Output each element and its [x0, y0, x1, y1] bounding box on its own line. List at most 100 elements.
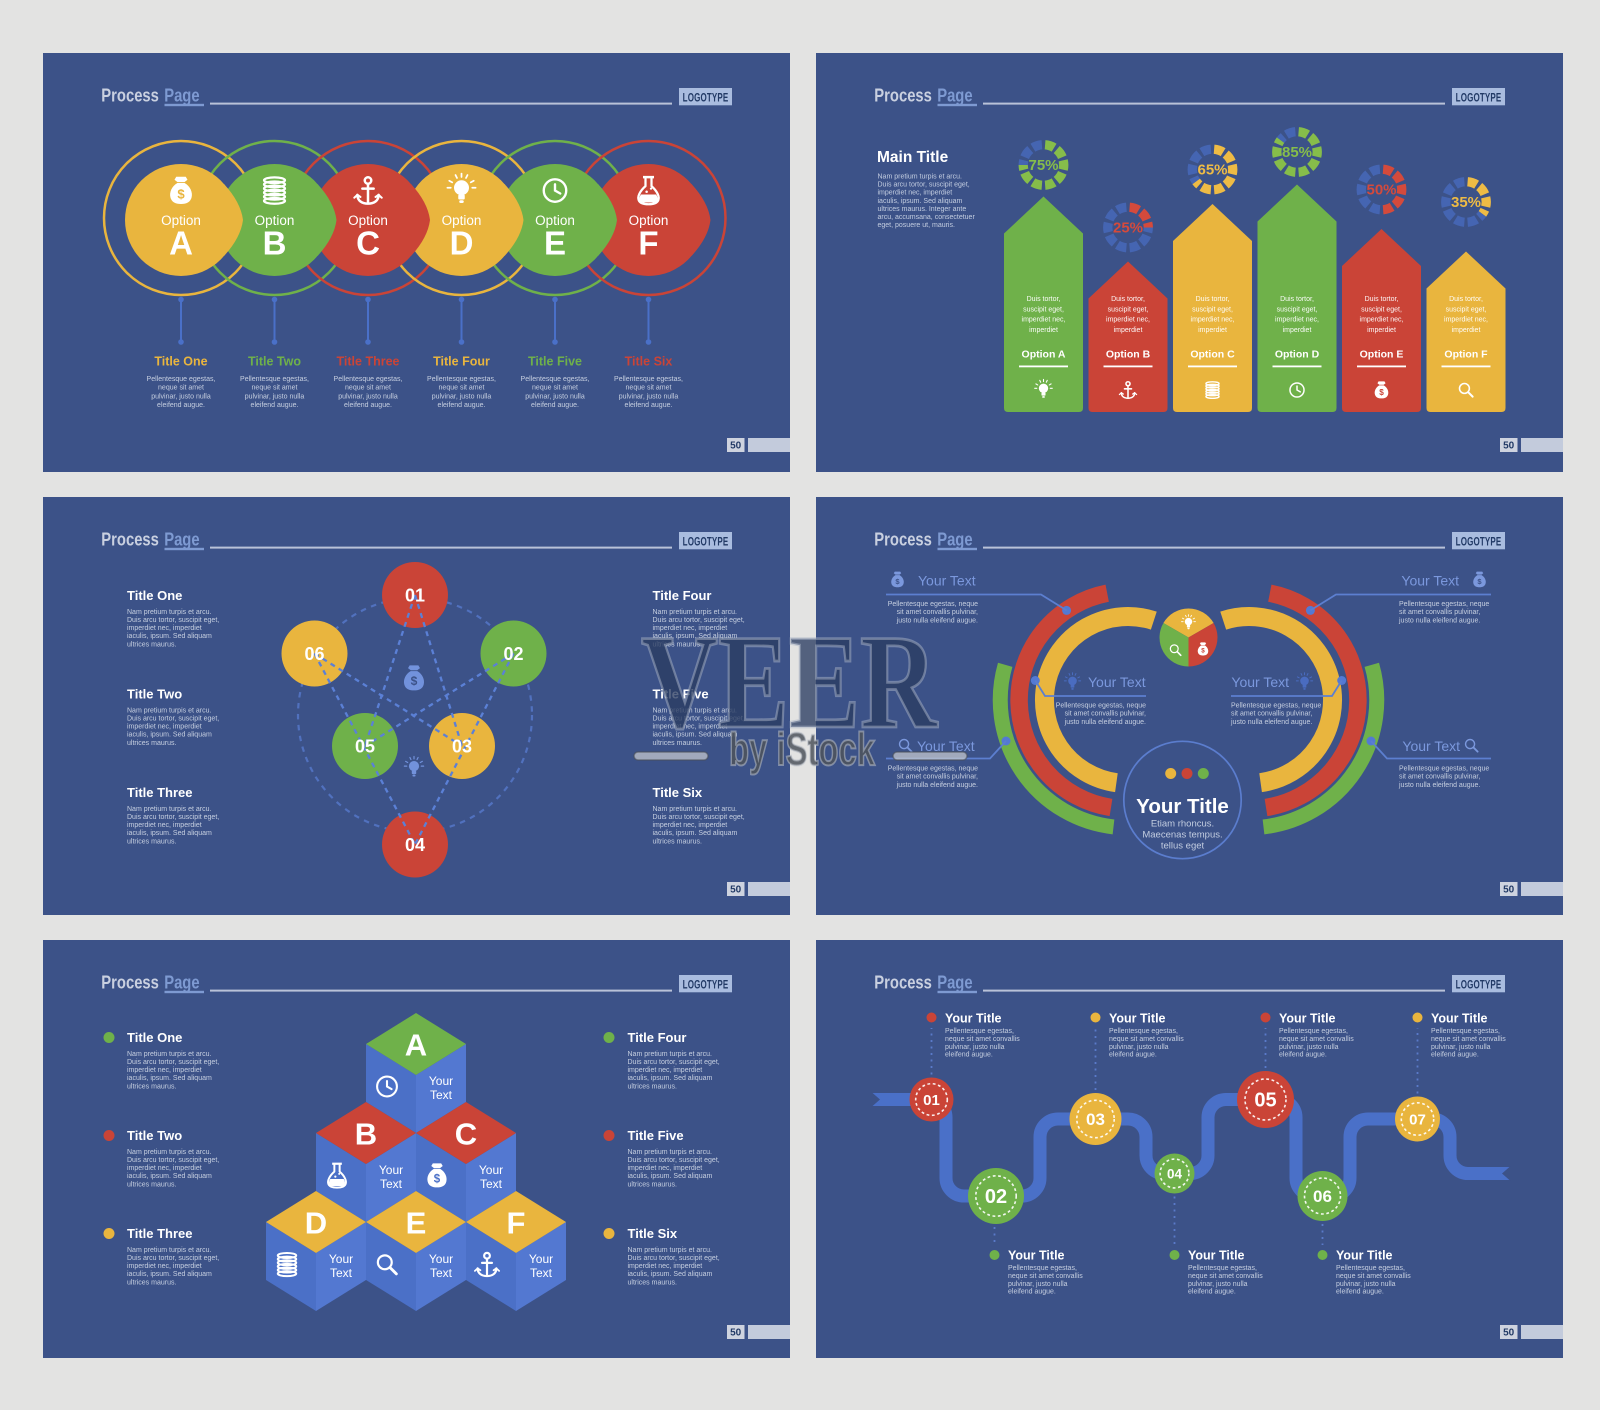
svg-text:Nam pretium turpis et arcu.: Nam pretium turpis et arcu. — [653, 609, 737, 616]
svg-text:Title Three: Title Three — [337, 355, 400, 369]
svg-text:02: 02 — [985, 1186, 1007, 1208]
svg-text:iaculis, ipsum. Sed aliquam: iaculis, ipsum. Sed aliquam — [628, 1271, 713, 1278]
svg-text:LOGOTYPE: LOGOTYPE — [683, 979, 729, 992]
svg-text:Pellentesque egestas,: Pellentesque egestas, — [427, 376, 496, 383]
svg-text:pulvinar, justo nulla: pulvinar, justo nulla — [1336, 1281, 1396, 1288]
svg-text:Process: Process — [101, 529, 159, 550]
svg-text:iaculis, ipsum. Sed aliquam: iaculis, ipsum. Sed aliquam — [878, 198, 963, 205]
svg-text:imperdiet nec,: imperdiet nec, — [1444, 317, 1488, 324]
svg-text:imperdiet: imperdiet — [1283, 327, 1312, 334]
svg-text:ultrices maurus.: ultrices maurus. — [127, 1279, 176, 1286]
svg-text:Title One: Title One — [127, 1030, 182, 1045]
svg-text:neque sit amet: neque sit amet — [158, 385, 204, 392]
svg-text:ultrices maurus.: ultrices maurus. — [653, 838, 702, 845]
svg-text:Duis tortor,: Duis tortor, — [1280, 296, 1314, 303]
svg-text:imperdiet: imperdiet — [1198, 327, 1227, 334]
svg-text:pulvinar, justo nulla: pulvinar, justo nulla — [525, 393, 585, 400]
svg-text:neque sit amet convallis: neque sit amet convallis — [1109, 1036, 1184, 1043]
svg-text:imperdiet: imperdiet — [1114, 327, 1143, 334]
svg-text:pulvinar, justo nulla: pulvinar, justo nulla — [945, 1044, 1005, 1051]
svg-text:Pellentesque egestas,: Pellentesque egestas, — [521, 376, 590, 383]
svg-text:Your Text: Your Text — [918, 573, 976, 589]
svg-text:Title Two: Title Two — [127, 687, 182, 702]
svg-text:Option: Option — [348, 213, 388, 228]
svg-text:imperdiet: imperdiet — [1452, 327, 1481, 334]
svg-text:D: D — [305, 1206, 327, 1241]
svg-text:neque sit amet convallis: neque sit amet convallis — [1008, 1273, 1083, 1280]
svg-text:LOGOTYPE: LOGOTYPE — [683, 536, 729, 549]
svg-text:neque sit amet: neque sit amet — [626, 385, 672, 392]
svg-text:Pellentesque egestas, neque: Pellentesque egestas, neque — [1399, 766, 1489, 773]
svg-text:imperdiet nec, imperdiet: imperdiet nec, imperdiet — [127, 1067, 202, 1074]
svg-text:pulvinar, justo nulla: pulvinar, justo nulla — [1188, 1281, 1248, 1288]
svg-text:eleifend augue.: eleifend augue. — [1109, 1052, 1157, 1059]
svg-text:Your Text: Your Text — [1231, 674, 1289, 690]
svg-text:$: $ — [1477, 577, 1482, 586]
svg-text:justo nulla eleifend augue.: justo nulla eleifend augue. — [1064, 719, 1146, 726]
svg-text:Duis arcu tortor, suscipit ege: Duis arcu tortor, suscipit eget, — [653, 617, 745, 624]
svg-text:Text: Text — [480, 1177, 503, 1191]
svg-text:Nam pretium turpis et arcu.: Nam pretium turpis et arcu. — [127, 609, 211, 616]
svg-text:Page: Page — [164, 85, 199, 106]
svg-text:35%: 35% — [1451, 194, 1481, 211]
svg-text:Duis arcu tortor, suscipit ege: Duis arcu tortor, suscipit eget, — [127, 1059, 219, 1066]
svg-text:Your: Your — [379, 1163, 403, 1177]
svg-text:A: A — [169, 225, 193, 262]
svg-text:Text: Text — [430, 1088, 453, 1102]
svg-text:pulvinar, justo nulla: pulvinar, justo nulla — [1109, 1044, 1169, 1051]
svg-text:Duis tortor,: Duis tortor, — [1111, 296, 1145, 303]
svg-text:$: $ — [1379, 388, 1384, 397]
svg-text:Your: Your — [529, 1252, 553, 1266]
svg-text:Nam pretium turpis et arcu.: Nam pretium turpis et arcu. — [878, 173, 962, 180]
svg-text:50: 50 — [730, 441, 742, 452]
svg-text:Duis tortor,: Duis tortor, — [1027, 296, 1061, 303]
svg-text:Your Title: Your Title — [1188, 1249, 1245, 1263]
svg-text:eleifend augue.: eleifend augue. — [1336, 1289, 1384, 1296]
svg-text:Duis arcu tortor, suscipit ege: Duis arcu tortor, suscipit eget, — [127, 1255, 219, 1262]
svg-text:Duis arcu tortor, suscipit ege: Duis arcu tortor, suscipit eget, — [653, 814, 745, 821]
svg-text:Option: Option — [442, 213, 482, 228]
svg-text:by iStock: by iStock — [729, 723, 875, 775]
svg-text:LOGOTYPE: LOGOTYPE — [1456, 536, 1502, 549]
svg-text:Pellentesque egestas, neque: Pellentesque egestas, neque — [888, 601, 978, 608]
svg-text:Title Three: Title Three — [127, 785, 193, 800]
svg-text:Pellentesque egestas, neque: Pellentesque egestas, neque — [1056, 703, 1146, 710]
svg-text:iaculis, ipsum. Sed aliquam: iaculis, ipsum. Sed aliquam — [653, 830, 738, 837]
svg-text:Pellentesque egestas, neque: Pellentesque egestas, neque — [1399, 601, 1489, 608]
svg-text:iaculis, ipsum. Sed aliquam: iaculis, ipsum. Sed aliquam — [127, 1271, 212, 1278]
svg-text:Option B: Option B — [1106, 349, 1151, 361]
svg-text:Nam pretium turpis et arcu.: Nam pretium turpis et arcu. — [127, 707, 211, 714]
svg-text:ultrices maurus.: ultrices maurus. — [628, 1083, 677, 1090]
svg-text:Text: Text — [530, 1266, 553, 1280]
svg-text:sit amet convallis pulvinar,: sit amet convallis pulvinar, — [1231, 711, 1312, 718]
svg-text:eleifend augue.: eleifend augue. — [251, 402, 299, 409]
svg-text:Title Two: Title Two — [248, 355, 301, 369]
svg-text:eleifend augue.: eleifend augue. — [625, 402, 673, 409]
svg-text:Text: Text — [380, 1177, 403, 1191]
svg-text:imperdiet nec, imperdiet: imperdiet nec, imperdiet — [127, 822, 202, 829]
svg-text:Pellentesque egestas,: Pellentesque egestas, — [614, 376, 683, 383]
svg-text:F: F — [507, 1206, 526, 1241]
svg-text:Process: Process — [874, 529, 932, 550]
svg-text:pulvinar, justo nulla: pulvinar, justo nulla — [619, 393, 679, 400]
svg-text:eleifend augue.: eleifend augue. — [344, 402, 392, 409]
svg-text:Process: Process — [874, 85, 932, 106]
svg-text:Your Title: Your Title — [1279, 1012, 1336, 1026]
svg-text:imperdiet nec, imperdiet: imperdiet nec, imperdiet — [127, 1165, 202, 1172]
svg-text:$: $ — [434, 1173, 441, 1185]
svg-text:eleifend augue.: eleifend augue. — [157, 402, 205, 409]
svg-text:iaculis, ipsum. Sed aliquam: iaculis, ipsum. Sed aliquam — [653, 732, 738, 739]
svg-text:iaculis, ipsum. Sed aliquam: iaculis, ipsum. Sed aliquam — [127, 830, 212, 837]
svg-text:Title Four: Title Four — [653, 588, 712, 603]
svg-text:pulvinar, justo nulla: pulvinar, justo nulla — [151, 393, 211, 400]
svg-text:eleifend augue.: eleifend augue. — [438, 402, 486, 409]
svg-text:Nam pretium turpis et arcu.: Nam pretium turpis et arcu. — [127, 1051, 211, 1058]
svg-text:F: F — [638, 225, 658, 262]
svg-text:Option C: Option C — [1190, 349, 1235, 361]
svg-text:LOGOTYPE: LOGOTYPE — [1456, 979, 1502, 992]
svg-text:imperdiet nec, imperdiet: imperdiet nec, imperdiet — [127, 625, 202, 632]
svg-text:LOGOTYPE: LOGOTYPE — [1456, 92, 1502, 105]
svg-text:eleifend augue.: eleifend augue. — [1188, 1289, 1236, 1296]
svg-text:imperdiet nec,: imperdiet nec, — [1275, 317, 1319, 324]
svg-text:Page: Page — [937, 85, 972, 106]
